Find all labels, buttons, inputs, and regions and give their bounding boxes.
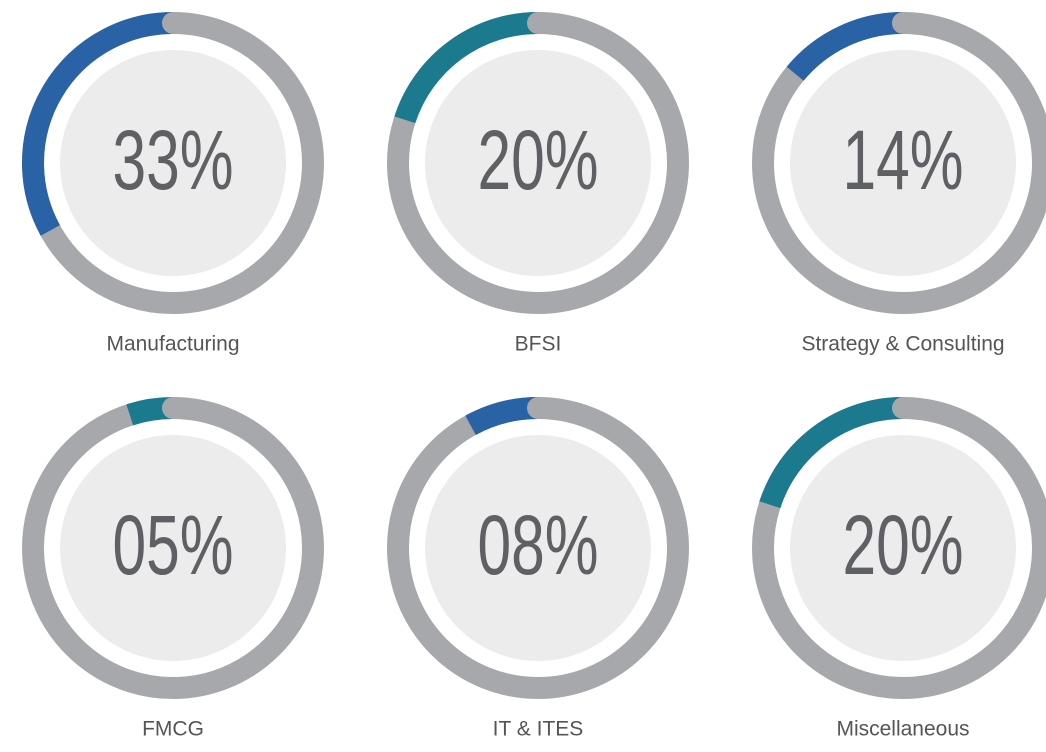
ring-cap xyxy=(527,12,549,34)
ring-arc xyxy=(786,12,904,81)
ring-cap xyxy=(527,397,549,419)
inner-disc xyxy=(60,50,286,276)
ring-arc xyxy=(759,397,904,509)
value-group: 33% xyxy=(112,113,233,207)
ring-arc xyxy=(22,12,174,236)
value-group: 20% xyxy=(842,498,963,592)
inner-disc xyxy=(790,50,1016,276)
value-group: 05% xyxy=(112,498,233,592)
value-label: 08% xyxy=(477,498,598,592)
category-label: BFSI xyxy=(515,333,562,356)
value-label: 33% xyxy=(112,113,233,207)
category-label: IT & ITES xyxy=(493,718,584,741)
value-label: 20% xyxy=(477,113,598,207)
ring-cap xyxy=(892,12,914,34)
category-label: Miscellaneous xyxy=(836,718,969,741)
ring-arc xyxy=(394,12,539,124)
category-label: Manufacturing xyxy=(106,333,239,356)
value-group: 20% xyxy=(477,113,598,207)
value-group: 14% xyxy=(842,113,963,207)
value-label: 05% xyxy=(112,498,233,592)
category-label: Strategy & Consulting xyxy=(801,333,1004,356)
value-group: 08% xyxy=(477,498,598,592)
ring-cap xyxy=(892,397,914,419)
value-label: 14% xyxy=(842,113,963,207)
inner-disc xyxy=(425,50,651,276)
ring-cap xyxy=(162,12,184,34)
inner-disc xyxy=(425,435,651,661)
inner-disc xyxy=(790,435,1016,661)
value-label: 20% xyxy=(842,498,963,592)
ring-cap xyxy=(162,397,184,419)
category-label: FMCG xyxy=(142,718,204,741)
inner-disc xyxy=(60,435,286,661)
